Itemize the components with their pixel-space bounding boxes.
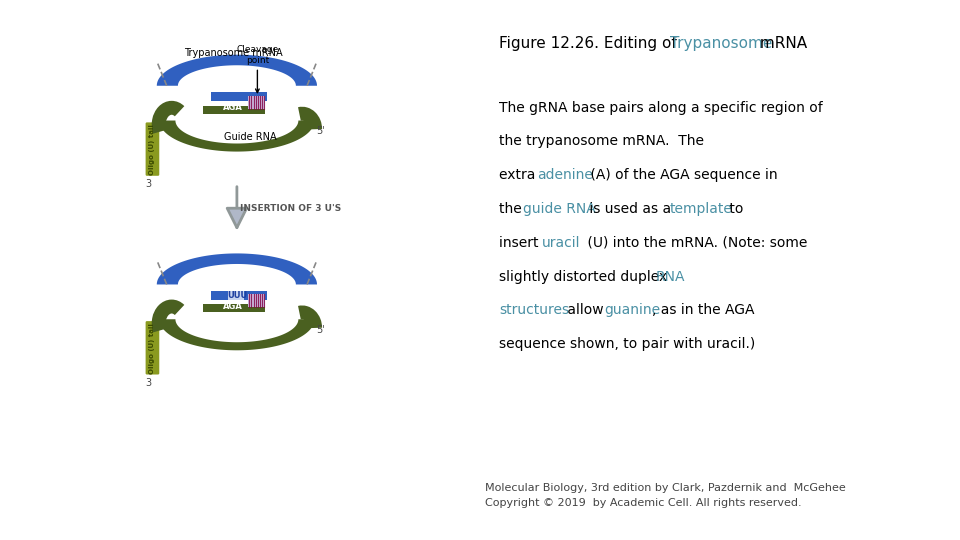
Text: structures: structures [499, 303, 569, 318]
Text: Copyright © 2019  by Academic Cell. All rights reserved.: Copyright © 2019 by Academic Cell. All r… [485, 498, 802, 508]
Text: mRNA: mRNA [755, 36, 807, 51]
Text: sequence shown, to pair with uracil.): sequence shown, to pair with uracil.) [499, 337, 756, 351]
Text: Guide RNA: Guide RNA [225, 132, 277, 143]
Text: Trypanosome: Trypanosome [670, 36, 772, 51]
Text: RNA: RNA [656, 269, 685, 284]
Polygon shape [156, 253, 317, 285]
FancyBboxPatch shape [203, 305, 265, 313]
Text: to: to [726, 202, 744, 216]
Text: extra: extra [499, 168, 540, 182]
FancyBboxPatch shape [203, 106, 265, 114]
Text: AGA: AGA [223, 103, 243, 112]
Text: slightly distorted duplex: slightly distorted duplex [499, 269, 672, 284]
Text: the trypanosome mRNA.  The: the trypanosome mRNA. The [499, 134, 705, 149]
Text: 5': 5' [316, 325, 324, 335]
Text: , as in the AGA: , as in the AGA [652, 303, 755, 318]
Text: INSERTION OF 3 U'S: INSERTION OF 3 U'S [240, 204, 341, 213]
Text: 3: 3 [145, 179, 151, 189]
Polygon shape [156, 55, 317, 86]
Text: Cleavage
point: Cleavage point [236, 45, 278, 92]
Text: insert: insert [499, 236, 543, 250]
FancyBboxPatch shape [248, 96, 266, 109]
Text: (U) into the mRNA. (Note: some: (U) into the mRNA. (Note: some [584, 236, 807, 250]
Text: Trypanosome mRNA: Trypanosome mRNA [184, 49, 283, 58]
Text: adenine: adenine [537, 168, 592, 182]
Polygon shape [159, 120, 315, 152]
Text: AGA: AGA [223, 302, 243, 310]
FancyBboxPatch shape [211, 291, 267, 300]
FancyBboxPatch shape [146, 321, 159, 375]
Text: 3: 3 [145, 377, 151, 388]
FancyBboxPatch shape [248, 294, 266, 307]
Text: (A) of the AGA sequence in: (A) of the AGA sequence in [586, 168, 778, 182]
Text: Figure 12.26. Editing of: Figure 12.26. Editing of [499, 36, 682, 51]
FancyBboxPatch shape [211, 92, 267, 102]
FancyBboxPatch shape [146, 123, 159, 176]
Text: UUU: UUU [227, 291, 247, 300]
Text: template: template [670, 202, 732, 216]
Text: Molecular Biology, 3rd edition by Clark, Pazdernik and  McGehee: Molecular Biology, 3rd edition by Clark,… [485, 483, 846, 493]
Text: guide RNA: guide RNA [523, 202, 596, 216]
Text: uracil: uracil [541, 236, 580, 250]
FancyBboxPatch shape [228, 291, 245, 300]
Text: allow: allow [563, 303, 608, 318]
Text: Oligo (U) tail: Oligo (U) tail [150, 323, 156, 374]
Polygon shape [159, 319, 315, 350]
Text: The gRNA base pairs along a specific region of: The gRNA base pairs along a specific reg… [499, 100, 823, 114]
Text: Oligo (U) tail: Oligo (U) tail [150, 124, 156, 175]
Text: is used as a: is used as a [585, 202, 675, 216]
Text: 5': 5' [316, 126, 324, 136]
Text: guanine: guanine [605, 303, 660, 318]
Text: the: the [499, 202, 526, 216]
